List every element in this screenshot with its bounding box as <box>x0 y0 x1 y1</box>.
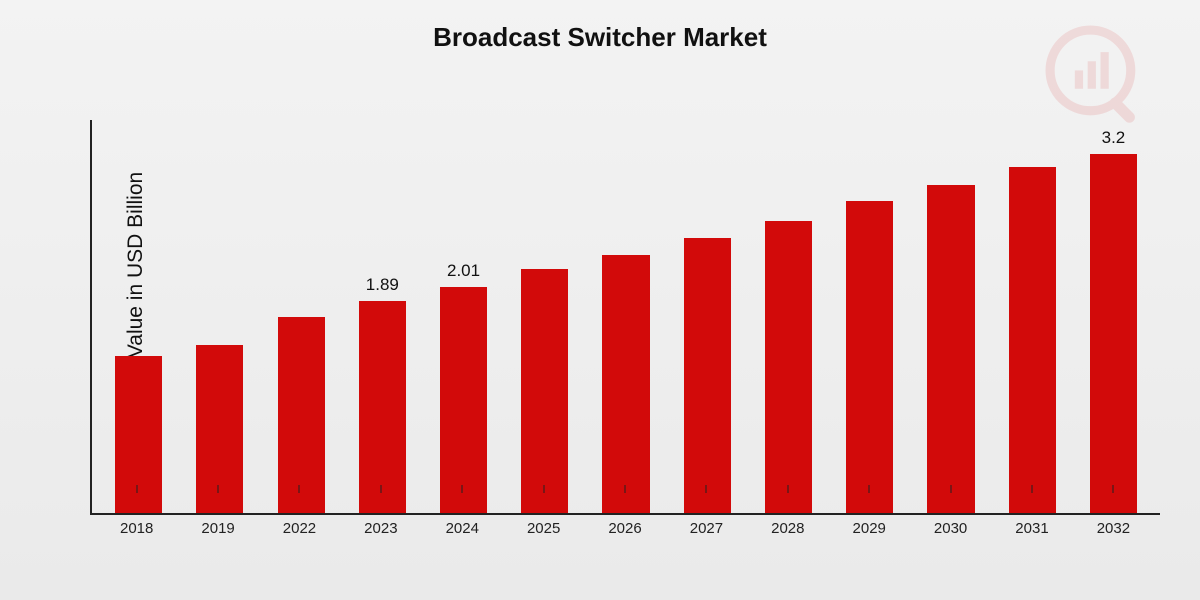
x-axis-tick <box>869 485 870 493</box>
x-axis-tick <box>787 485 788 493</box>
bar <box>765 221 812 513</box>
bar-slot <box>260 120 341 513</box>
bar <box>684 238 731 513</box>
bar-slot <box>829 120 910 513</box>
x-axis-tick <box>380 485 381 493</box>
x-axis-tick-label: 2032 <box>1073 520 1154 550</box>
x-axis-labels: 2018201920222023202420252026202720282029… <box>90 520 1160 550</box>
bar <box>115 356 162 513</box>
bar <box>440 287 487 513</box>
chart-title: Broadcast Switcher Market <box>0 22 1200 53</box>
bar-slot <box>667 120 748 513</box>
x-axis-tick <box>299 485 300 493</box>
bars-container: 1.89 2.01 3.2 <box>92 120 1160 513</box>
bar <box>602 255 649 513</box>
x-axis-tick-label: 2023 <box>340 520 421 550</box>
x-axis-tick-label: 2029 <box>829 520 910 550</box>
bar-slot <box>504 120 585 513</box>
x-axis-tick <box>950 485 951 493</box>
bar-slot: 1.89 <box>342 120 423 513</box>
x-axis-tick <box>706 485 707 493</box>
bar <box>927 185 974 513</box>
bar <box>278 317 325 514</box>
x-axis-tick-label: 2025 <box>503 520 584 550</box>
x-axis-tick <box>1113 485 1114 493</box>
bar-slot <box>748 120 829 513</box>
bar <box>1090 154 1137 513</box>
x-axis-tick-label: 2031 <box>991 520 1072 550</box>
bar-value-label: 1.89 <box>366 275 399 295</box>
bar-slot <box>585 120 666 513</box>
plot-area: 1.89 2.01 3.2 <box>90 120 1160 515</box>
bar <box>359 301 406 513</box>
x-axis-tick-label: 2018 <box>96 520 177 550</box>
x-axis-tick <box>543 485 544 493</box>
x-axis-tick <box>136 485 137 493</box>
x-axis-tick-label: 2028 <box>747 520 828 550</box>
bar-slot <box>98 120 179 513</box>
x-axis-tick-label: 2027 <box>666 520 747 550</box>
x-axis-tick <box>218 485 219 493</box>
chart-canvas: Broadcast Switcher Market Market Value i… <box>0 0 1200 600</box>
bar <box>1009 167 1056 513</box>
bar <box>196 345 243 513</box>
x-axis-tick <box>625 485 626 493</box>
bar <box>846 201 893 513</box>
x-axis-tick-label: 2019 <box>177 520 258 550</box>
x-axis-tick <box>462 485 463 493</box>
x-axis-tick-label: 2030 <box>910 520 991 550</box>
bar-slot <box>910 120 991 513</box>
bar-value-label: 2.01 <box>447 261 480 281</box>
bar-slot <box>179 120 260 513</box>
bar-slot: 2.01 <box>423 120 504 513</box>
x-axis-tick-label: 2026 <box>584 520 665 550</box>
x-axis-tick <box>1031 485 1032 493</box>
bar-slot: 3.2 <box>1073 120 1154 513</box>
bar <box>521 269 568 513</box>
bar-value-label: 3.2 <box>1102 128 1126 148</box>
x-axis-tick-label: 2024 <box>422 520 503 550</box>
bar-slot <box>992 120 1073 513</box>
x-axis-tick-label: 2022 <box>259 520 340 550</box>
